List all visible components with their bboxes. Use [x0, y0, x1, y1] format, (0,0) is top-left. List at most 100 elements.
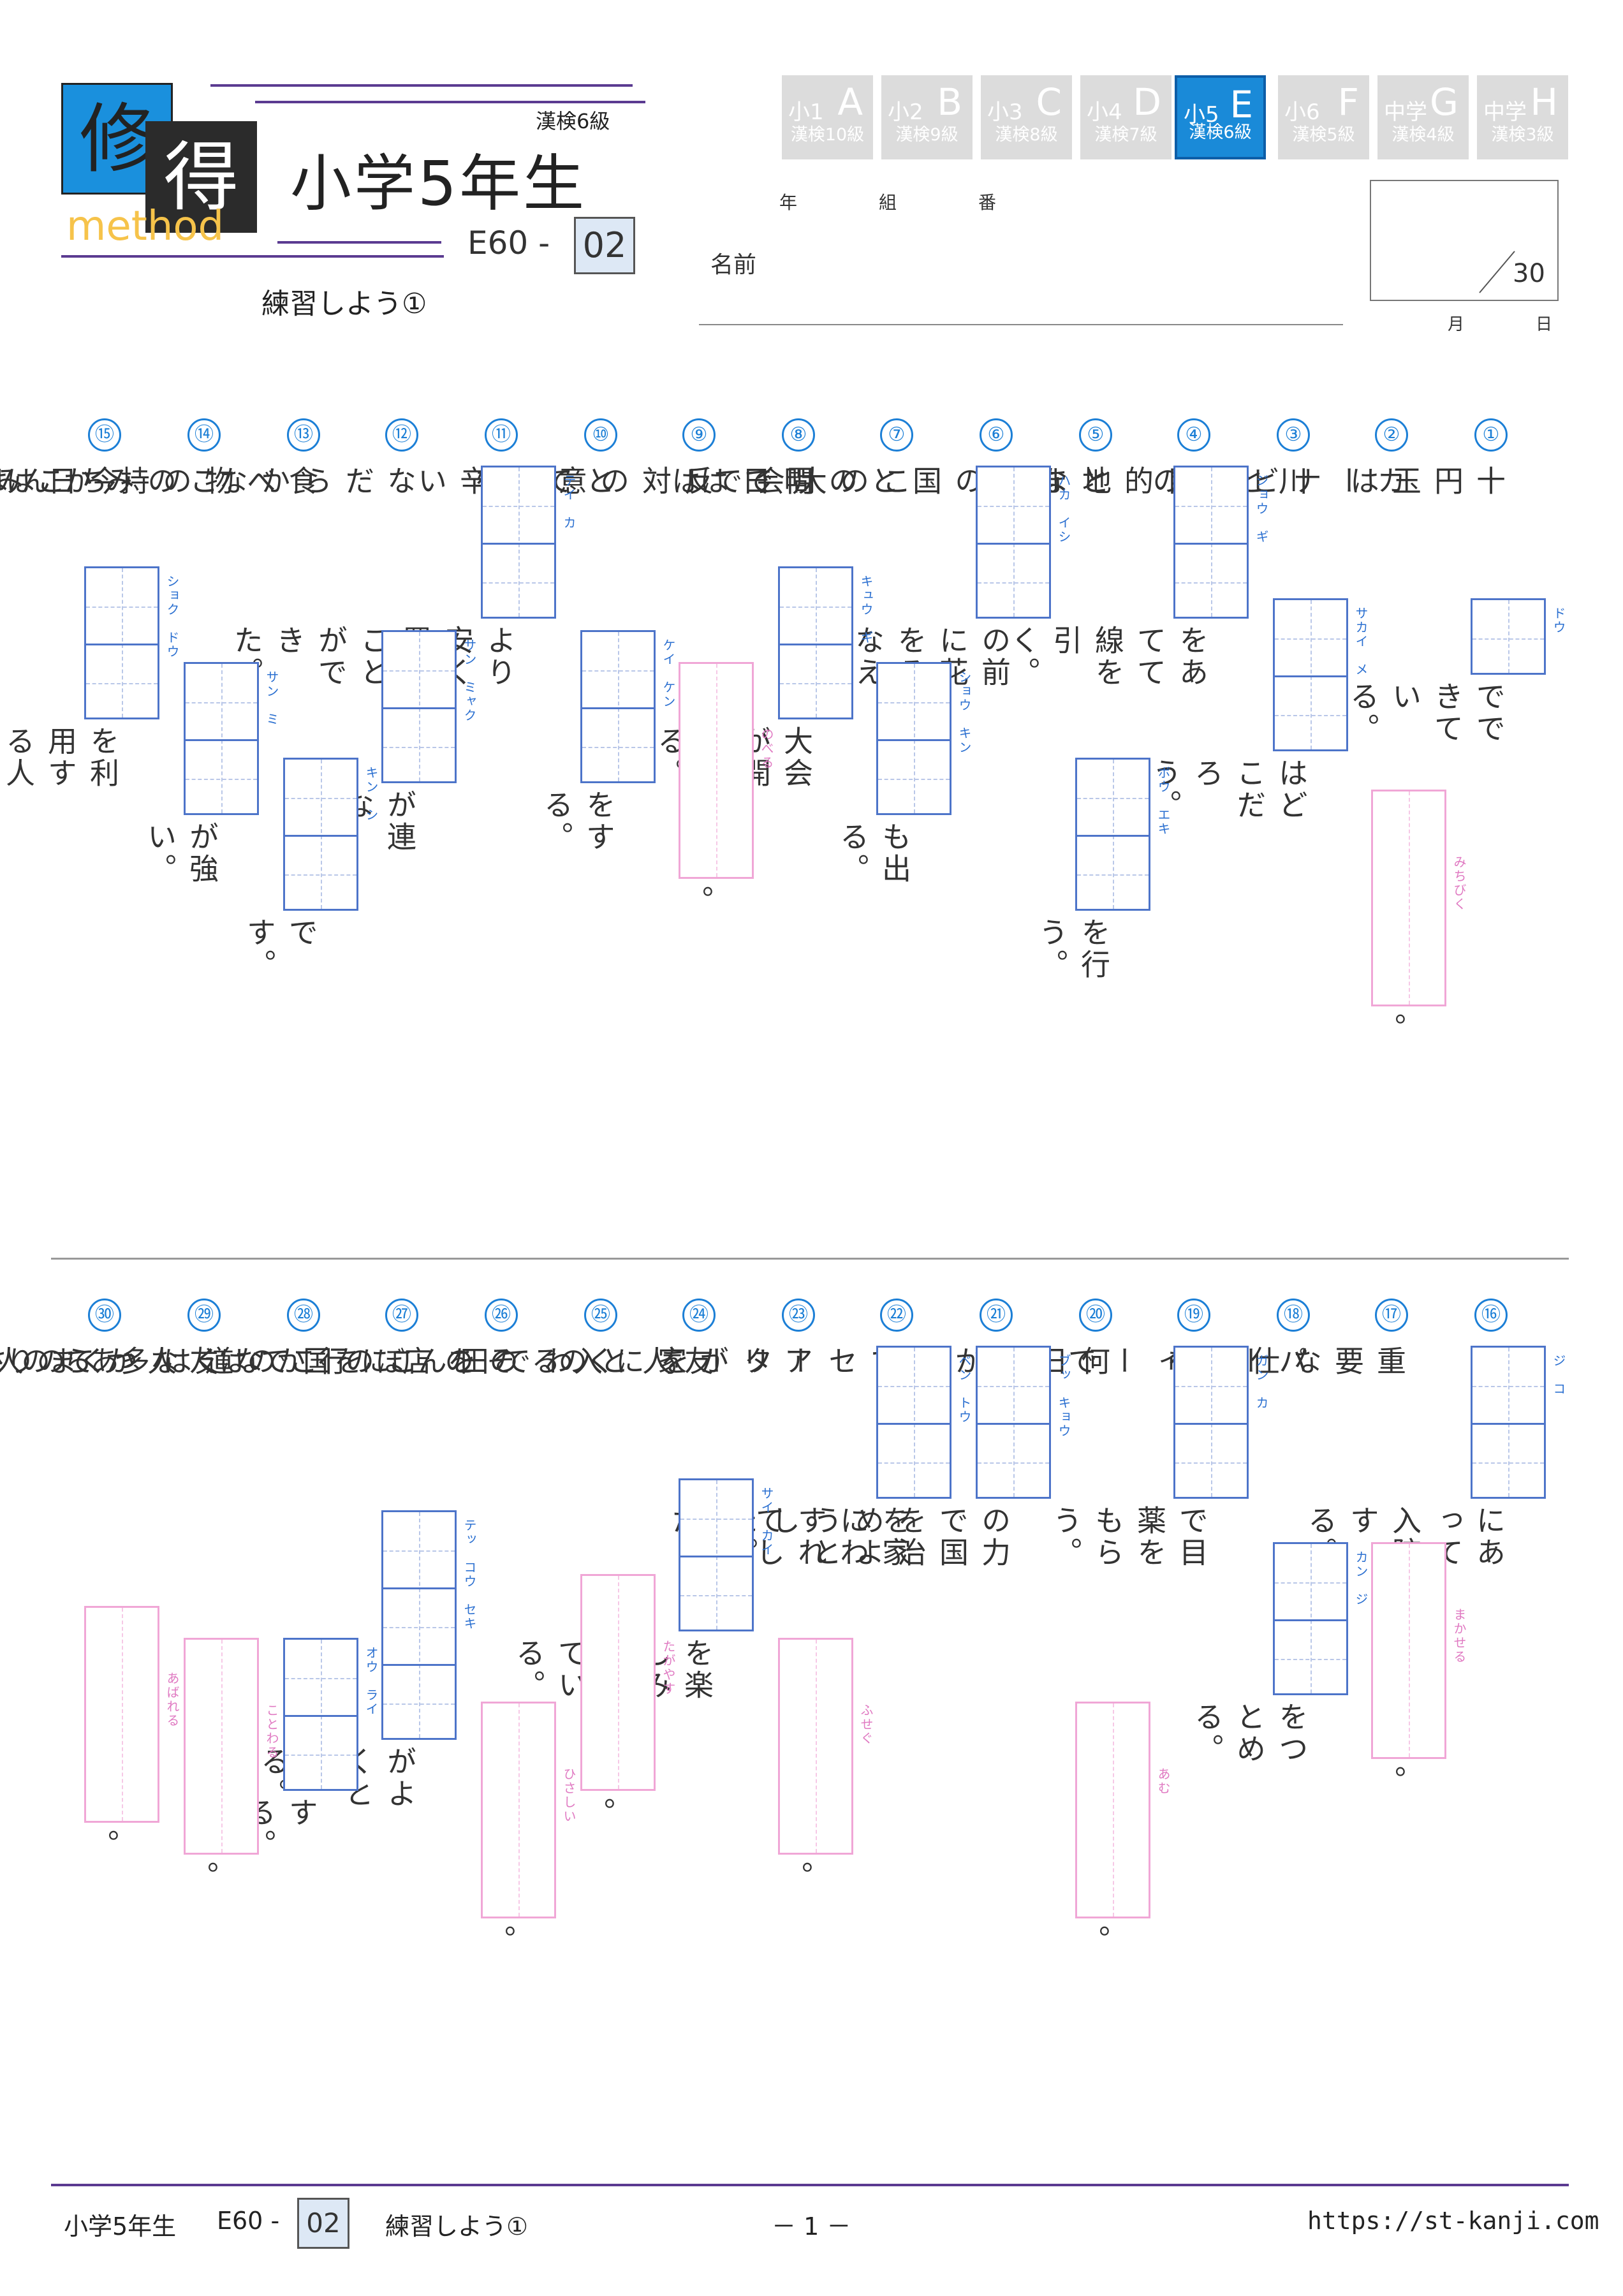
answer-box-kanji[interactable]: ジ コ — [1471, 1346, 1566, 1499]
guide-line — [1175, 582, 1247, 584]
label-month: 月 — [1448, 315, 1465, 334]
level-tab-d[interactable]: 小4 D 漢検7級 — [1080, 75, 1171, 159]
cell-separator — [383, 1664, 455, 1666]
cell-separator — [878, 1423, 950, 1425]
answer-box-hiragana[interactable]: ことわる — [184, 1638, 279, 1855]
question-text-after: はどこだろう。 — [1148, 758, 1309, 821]
level-tab-h[interactable]: 中学 H 漢検3級 — [1477, 75, 1568, 159]
guide-line — [1275, 1659, 1346, 1660]
level-tab-b[interactable]: 小2 B 漢検9級 — [881, 75, 973, 159]
cell-separator — [1275, 675, 1346, 677]
answer-box-kanji[interactable]: ガン カ — [1173, 1346, 1269, 1499]
answer-box-hiragana[interactable]: まかせる — [1371, 1542, 1467, 1759]
answer-box-hiragana[interactable]: のべる — [679, 662, 774, 879]
guide-line — [780, 683, 851, 684]
question-number-label: ⑧ — [782, 418, 815, 452]
guide-line — [1077, 874, 1149, 876]
question-number-label: ㉕ — [584, 1299, 617, 1332]
guide-line — [122, 1608, 123, 1821]
logo-square-2: 得 — [145, 121, 257, 233]
cell-separator — [978, 543, 1049, 545]
answer-box-kanji[interactable]: サン ミ — [184, 662, 279, 815]
guide-line — [978, 582, 1049, 584]
answer-box-kanji[interactable]: ベン トウ — [876, 1346, 972, 1499]
answer-box-kanji[interactable]: キン シ — [283, 758, 379, 911]
answer-box-kanji[interactable]: ジョウ ギ — [1173, 466, 1269, 619]
question-number-label: ⑫ — [385, 418, 418, 452]
guide-line — [1472, 1386, 1544, 1387]
answer-box-kanji[interactable]: カン ジ — [1273, 1542, 1369, 1695]
footer-url[interactable]: https://st-kanji.com — [1307, 2207, 1599, 2235]
level-letter: G — [1430, 80, 1458, 124]
level-tab-c[interactable]: 小3 C 漢検8級 — [981, 75, 1072, 159]
guide-line — [518, 467, 520, 617]
answer-box-kanji[interactable]: ショウ キン — [876, 662, 972, 815]
name-line[interactable] — [699, 324, 1343, 325]
reading-hint: ショウ キン — [957, 670, 972, 754]
title-underline — [277, 241, 441, 244]
answer-box-hiragana[interactable]: あばれる — [84, 1606, 180, 1823]
guide-line — [186, 702, 257, 703]
answer-box-hiragana[interactable]: みちびく — [1371, 790, 1467, 1006]
answer-box-kanji[interactable]: サン ミャク — [381, 630, 477, 783]
guide-line — [285, 874, 356, 876]
answer-box-hiragana[interactable]: ひさしい — [481, 1702, 576, 1918]
question-number-label: ⑳ — [1079, 1299, 1112, 1332]
cell-separator — [285, 1715, 356, 1717]
answer-box-kanji[interactable]: ドウ — [1471, 598, 1566, 675]
reading-hint: ドウ — [1551, 607, 1566, 635]
question-text-after: より安く買うことができた。 — [230, 625, 517, 689]
guide-line — [1211, 467, 1212, 617]
question-number: ⑨ — [680, 415, 718, 453]
answer-box-kanji[interactable]: ケイ ケン — [580, 630, 676, 783]
answer-box-hiragana[interactable]: ふせぐ — [778, 1638, 874, 1855]
question-number: ⑫ — [383, 415, 421, 453]
answer-box-hiragana[interactable]: あむ — [1075, 1702, 1171, 1918]
question-text-before: とても辛い — [413, 466, 616, 497]
level-tab-g[interactable]: 中学 G 漢検4級 — [1377, 75, 1469, 159]
guide-line — [86, 607, 158, 608]
answer-box-hiragana[interactable]: たがやす — [580, 1574, 676, 1791]
question-number: ⑬ — [284, 415, 323, 453]
guide-line — [1113, 1704, 1114, 1917]
answer-box-kanji[interactable]: キュウ ギ — [778, 566, 874, 719]
question-number: ㉘ — [284, 1295, 323, 1333]
guide-line — [780, 607, 851, 608]
reading-hint: サカイ メ — [1353, 607, 1369, 677]
reading-hint: ひさしい — [561, 1767, 576, 1823]
level-tab-a[interactable]: 小1 A 漢検10級 — [782, 75, 873, 159]
level-tab-f[interactable]: 小6 F 漢検5級 — [1278, 75, 1369, 159]
guide-line — [483, 506, 554, 507]
answer-box-kanji[interactable]: ブッ キョウ — [976, 1346, 1071, 1499]
answer-box-kanji[interactable]: テイ カ — [481, 466, 576, 619]
guide-line — [978, 506, 1049, 507]
reading-hint: ジ コ — [1551, 1354, 1566, 1396]
guide-line — [122, 568, 123, 718]
answer-box-kanji[interactable]: ハカ イシ — [976, 466, 1071, 619]
answer-box-kanji[interactable]: ボウ エキ — [1075, 758, 1171, 911]
question-text-after: です。 — [242, 917, 319, 981]
question-number-label: ⑦ — [880, 418, 913, 452]
question-number-label: ⑤ — [1079, 418, 1112, 452]
guide-line — [1508, 600, 1509, 673]
logo-char-1: 修 — [79, 94, 155, 183]
guide-line — [878, 1386, 950, 1387]
answer-box-kanji[interactable]: サイ カイ — [679, 1478, 774, 1631]
sheet-subtitle: 練習しよう① — [261, 288, 427, 320]
level-tab-e[interactable]: 小5 E 漢検6級 — [1175, 75, 1266, 159]
question-text-after: をあてて線を引く。 — [1006, 625, 1209, 689]
reading-hint: たがやす — [661, 1640, 676, 1696]
question-number-label: ⑯ — [1474, 1299, 1508, 1332]
logo-method: method — [66, 203, 224, 250]
level-letter: F — [1337, 80, 1359, 124]
reading-hint: ボウ エキ — [1156, 766, 1171, 836]
cell-separator — [383, 1587, 455, 1589]
answer-box-kanji[interactable]: テッ コウ セキ — [381, 1510, 477, 1740]
question-text-before: パーティーで — [1064, 1346, 1309, 1378]
answer-box-kanji[interactable]: サカイ メ — [1273, 598, 1369, 751]
level-grade: 小6 — [1284, 99, 1320, 125]
reading-hint: ショク ドウ — [165, 575, 180, 659]
answer-box-kanji[interactable]: オウ ライ — [283, 1638, 379, 1791]
answer-box-kanji[interactable]: ショク ドウ — [84, 566, 180, 719]
score-box[interactable]: 30 — [1370, 180, 1559, 301]
